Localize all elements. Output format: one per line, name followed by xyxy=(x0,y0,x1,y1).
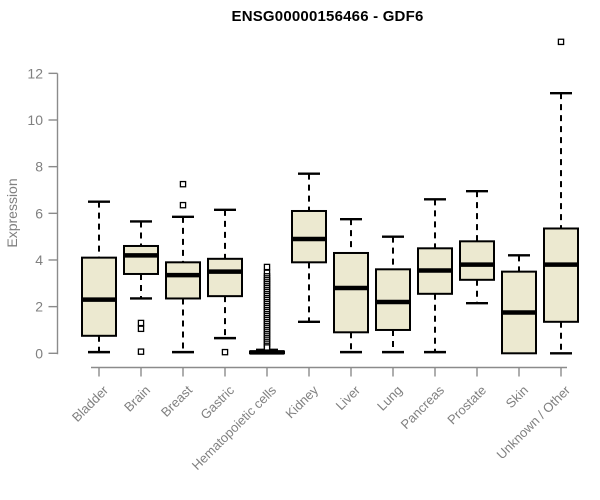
outlier-point xyxy=(179,180,187,188)
x-tick-label-kidney: Kidney xyxy=(282,382,321,421)
box-brain xyxy=(123,220,159,355)
box-pancreas xyxy=(417,198,453,354)
y-tick-label: 4 xyxy=(35,252,43,268)
outlier-point xyxy=(137,348,145,355)
iqr-box xyxy=(81,256,117,337)
outlier-point xyxy=(137,325,145,333)
box-lung xyxy=(375,235,411,354)
outlier-point xyxy=(263,263,271,271)
y-tick-label: 10 xyxy=(27,112,43,128)
x-tick-label-brain: Brain xyxy=(121,383,153,415)
iqr-box xyxy=(165,261,201,300)
outlier-point xyxy=(137,319,145,327)
y-tick-label: 2 xyxy=(35,299,43,315)
x-tick-label-skin: Skin xyxy=(503,383,531,411)
box-hematopoietic-cells xyxy=(249,263,285,355)
y-tick-label: 0 xyxy=(35,345,43,361)
x-tick-label-breast: Breast xyxy=(158,382,195,419)
y-tick-label: 12 xyxy=(27,65,43,81)
y-tick-label: 8 xyxy=(35,159,43,175)
iqr-box xyxy=(543,227,579,323)
iqr-box xyxy=(291,209,327,264)
iqr-box xyxy=(459,240,495,281)
box-prostate xyxy=(459,189,495,305)
box-unknown-other xyxy=(543,38,579,355)
iqr-box xyxy=(333,251,369,334)
box-skin xyxy=(501,254,537,355)
box-bladder xyxy=(81,200,117,354)
outlier-point xyxy=(179,201,187,209)
iqr-box xyxy=(123,244,159,275)
outlier-point xyxy=(221,348,229,356)
iqr-box xyxy=(207,257,243,298)
box-liver xyxy=(333,217,369,354)
outlier-point xyxy=(263,344,271,351)
x-tick-label-pancreas: Pancreas xyxy=(398,382,448,432)
iqr-box xyxy=(375,268,411,331)
y-axis-title: Expression xyxy=(4,178,20,247)
y-axis: 0 2 4 6 8 10 12 Expression xyxy=(4,65,59,361)
x-tick-label-bladder: Bladder xyxy=(69,382,112,425)
x-tick-label-prostate: Prostate xyxy=(444,383,489,428)
x-tick-label-lung: Lung xyxy=(374,383,405,414)
x-tick-label-unknown-other: Unknown / Other xyxy=(494,382,574,462)
x-tick-label-gastric: Gastric xyxy=(197,382,237,422)
box-kidney xyxy=(291,172,327,324)
chart-title: ENSG00000156466 - GDF6 xyxy=(231,8,424,25)
x-tick-label-liver: Liver xyxy=(333,382,364,413)
outlier-point xyxy=(557,38,565,46)
box-gastric xyxy=(207,208,243,356)
y-tick-label: 6 xyxy=(35,205,43,221)
box-breast xyxy=(165,180,201,354)
